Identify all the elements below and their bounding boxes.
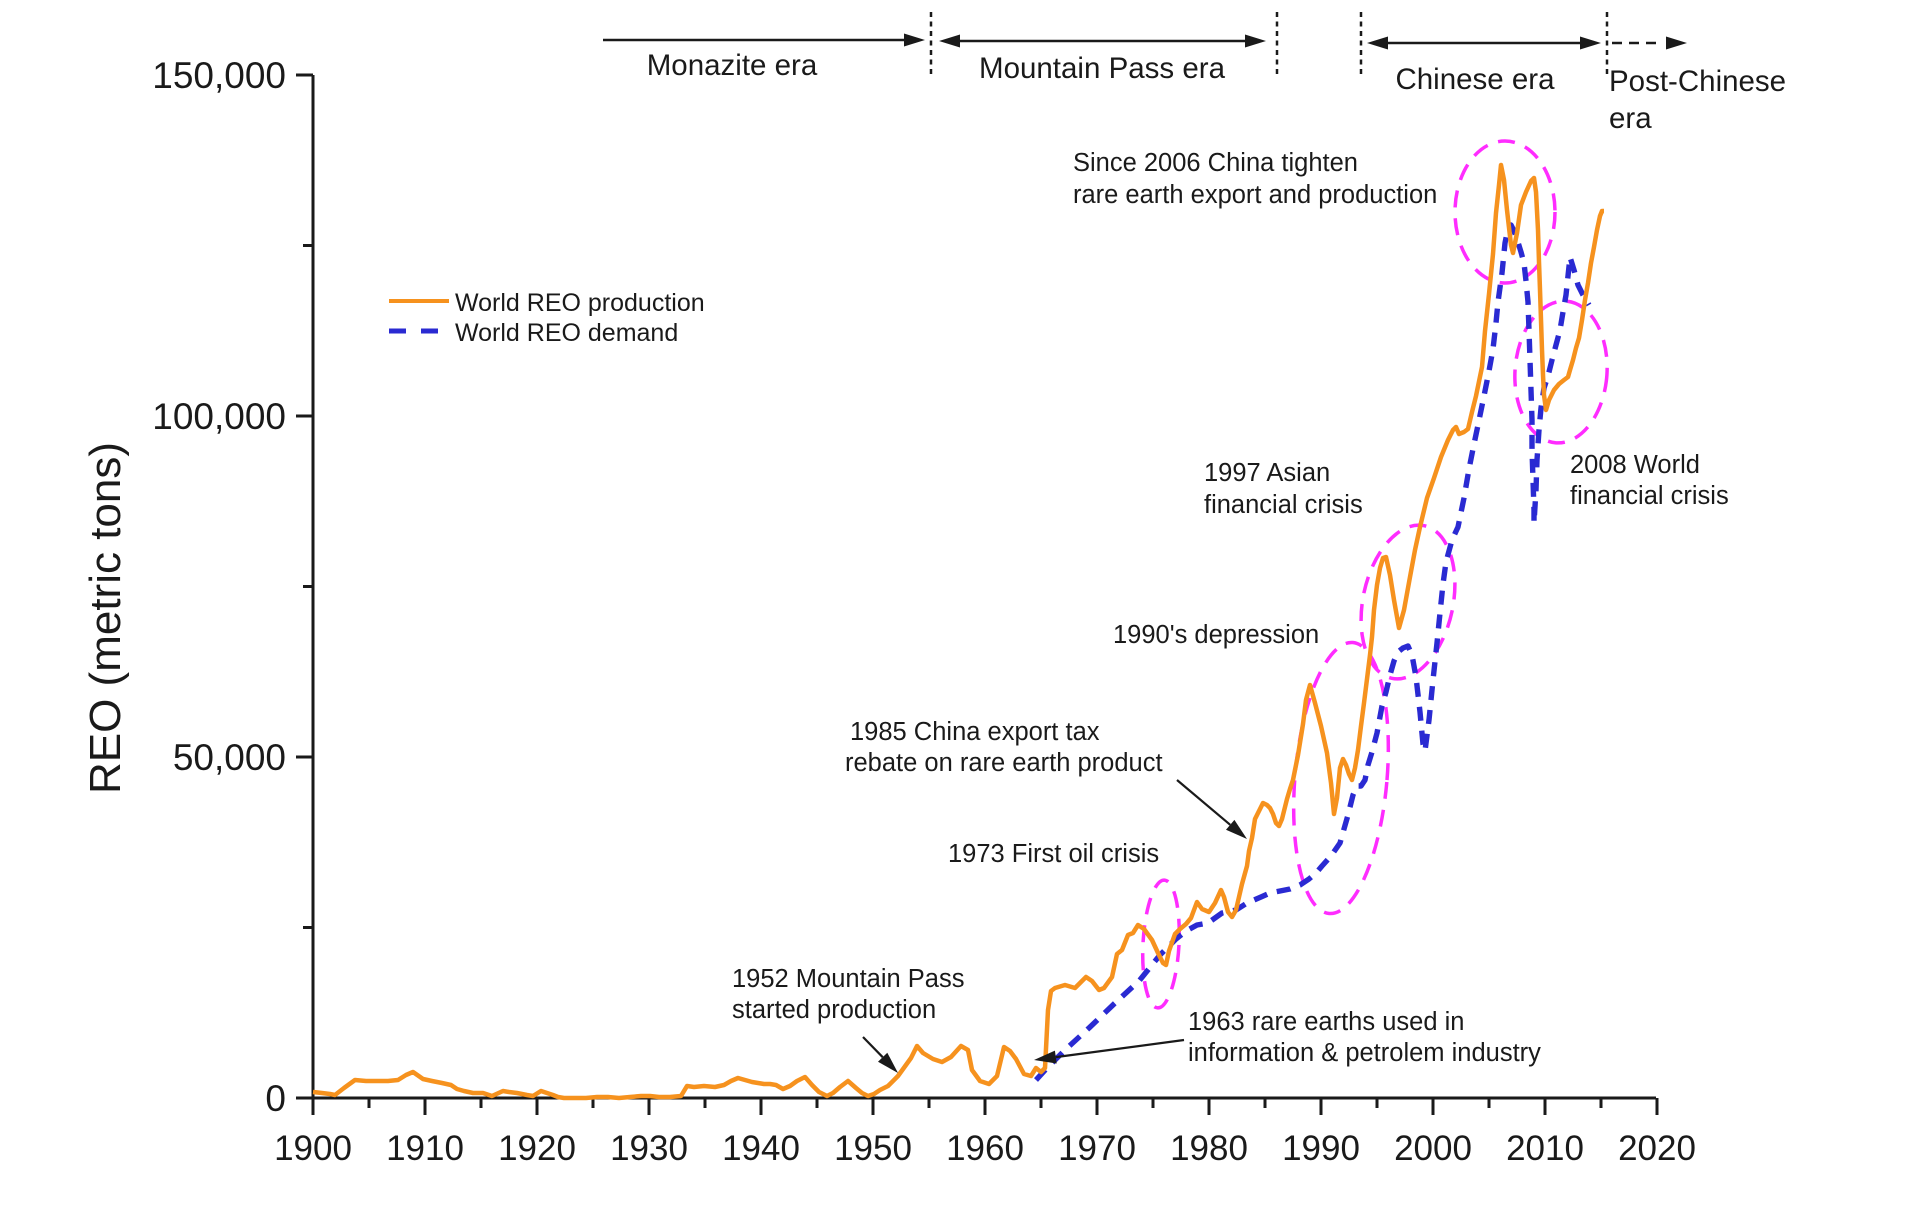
svg-text:era: era	[1609, 102, 1652, 135]
svg-text:financial crisis: financial crisis	[1204, 491, 1363, 519]
svg-text:1973 First oil crisis: 1973 First oil crisis	[948, 840, 1159, 868]
svg-text:1997 Asian: 1997 Asian	[1204, 459, 1330, 487]
svg-text:1960: 1960	[946, 1129, 1024, 1168]
svg-text:information & petrolem industr: information & petrolem industry	[1188, 1039, 1541, 1067]
svg-text:2020: 2020	[1618, 1129, 1696, 1168]
svg-text:1963 rare earths used in: 1963 rare earths used in	[1188, 1008, 1464, 1036]
svg-text:World REO demand: World REO demand	[455, 319, 678, 347]
svg-text:1930: 1930	[610, 1129, 688, 1168]
svg-text:1940: 1940	[722, 1129, 800, 1168]
svg-text:2000: 2000	[1394, 1129, 1472, 1168]
svg-text:1985 China export tax: 1985 China export tax	[850, 718, 1100, 746]
svg-text:2010: 2010	[1506, 1129, 1584, 1168]
svg-text:100,000: 100,000	[152, 396, 286, 437]
svg-text:1950: 1950	[834, 1129, 912, 1168]
svg-text:1920: 1920	[498, 1129, 576, 1168]
svg-text:financial crisis: financial crisis	[1570, 482, 1729, 510]
svg-text:World REO production: World REO production	[455, 289, 705, 317]
svg-text:50,000: 50,000	[173, 737, 286, 778]
svg-text:1990: 1990	[1282, 1129, 1360, 1168]
svg-text:Since 2006 China tighten: Since 2006 China tighten	[1073, 149, 1358, 177]
svg-text:0: 0	[265, 1078, 286, 1119]
svg-text:Chinese era: Chinese era	[1395, 63, 1555, 96]
svg-text:1980: 1980	[1170, 1129, 1248, 1168]
svg-text:started production: started production	[732, 996, 936, 1024]
svg-text:1952 Mountain Pass: 1952 Mountain Pass	[732, 965, 965, 993]
svg-text:1900: 1900	[274, 1129, 352, 1168]
svg-text:Post-Chinese: Post-Chinese	[1609, 65, 1786, 98]
svg-text:2008 World: 2008 World	[1570, 451, 1700, 479]
svg-text:rebate on rare earth product: rebate on rare earth product	[845, 749, 1163, 777]
svg-text:150,000: 150,000	[152, 55, 286, 96]
svg-text:1990's depression: 1990's depression	[1113, 621, 1319, 649]
svg-text:REO (metric tons): REO (metric tons)	[81, 442, 130, 794]
svg-text:1970: 1970	[1058, 1129, 1136, 1168]
svg-text:Monazite era: Monazite era	[647, 49, 818, 82]
svg-text:rare earth export and producti: rare earth export and production	[1073, 181, 1437, 209]
svg-text:Mountain Pass era: Mountain Pass era	[979, 52, 1226, 85]
svg-text:1910: 1910	[386, 1129, 464, 1168]
